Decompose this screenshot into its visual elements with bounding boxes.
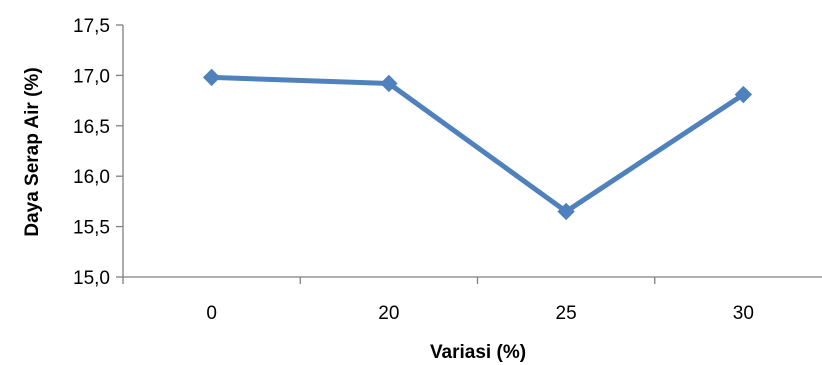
x-tick-label: 25 [556, 303, 577, 324]
x-axis-ticks: 0 20 25 30 [122, 277, 754, 324]
y-tick-label: 16,5 [73, 117, 110, 138]
data-point-marker [202, 68, 221, 87]
y-tick-label: 15,0 [73, 268, 110, 289]
y-axis-title: Daya Serap Air (%) [22, 67, 43, 236]
data-point-marker [557, 202, 575, 221]
series-markers [202, 68, 753, 221]
x-tick-label: 30 [733, 303, 754, 324]
x-axis-title: Variasi (%) [430, 342, 526, 363]
x-tick-label: 20 [378, 303, 399, 324]
data-point-marker [734, 85, 753, 104]
y-tick-label: 15,5 [73, 218, 110, 239]
x-tick-label: 0 [206, 303, 217, 324]
y-tick-label: 16,0 [73, 167, 110, 188]
y-tick-label: 17,5 [73, 16, 110, 37]
y-axis-ticks: 15,0 15,5 16,0 16,5 17,0 17,5 [73, 16, 123, 289]
y-tick-label: 17,0 [73, 66, 110, 87]
series-line [211, 74, 745, 214]
data-point-marker [380, 74, 398, 93]
